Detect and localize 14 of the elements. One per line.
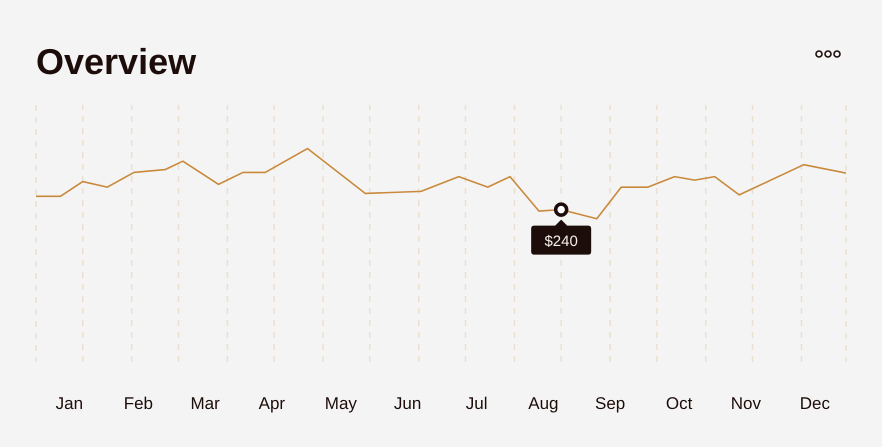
x-tick-label: Dec [800, 394, 830, 413]
x-tick-label: Oct [666, 394, 693, 413]
x-tick-label: Mar [190, 394, 220, 413]
x-tick-label: Feb [124, 394, 154, 413]
x-tick-label: Nov [730, 394, 762, 413]
x-tick-label: Sep [594, 394, 626, 413]
x-tick-label: Aug [528, 394, 558, 413]
x-tick-label: Jun [394, 394, 422, 413]
x-tick-label: May [324, 394, 358, 413]
x-tick-label: Jul [466, 394, 488, 413]
x-tick-label: Apr [258, 394, 286, 413]
annotation: $240 [544, 233, 578, 250]
x-tick-label: Jan [56, 394, 84, 413]
chart-title: Overview [36, 41, 196, 82]
